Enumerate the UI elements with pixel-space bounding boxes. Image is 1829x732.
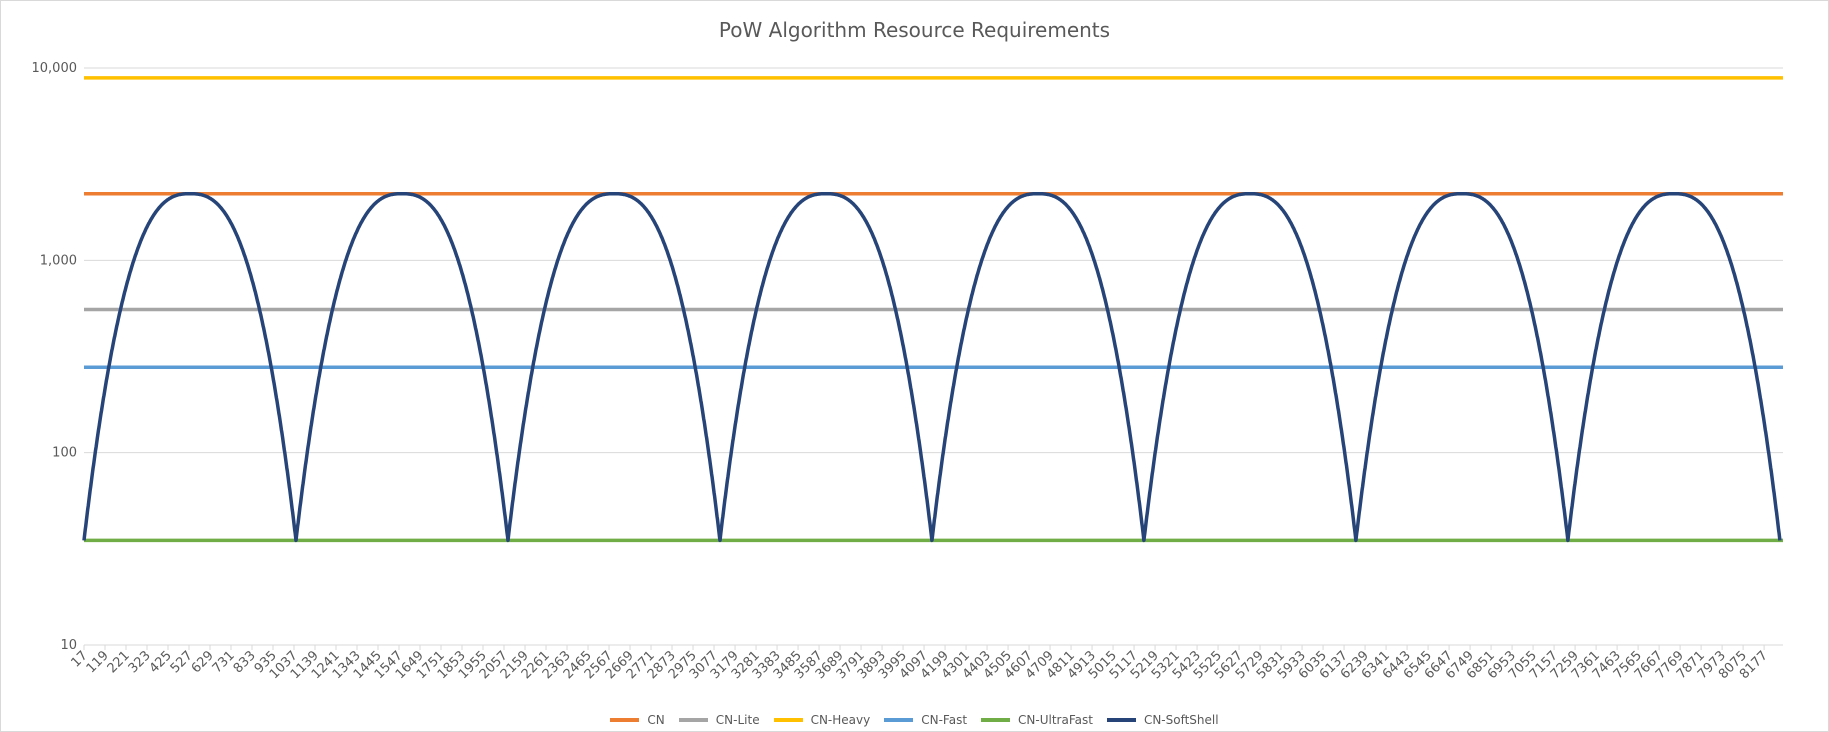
legend-swatch — [981, 718, 1011, 722]
y-tick-label: 10 — [60, 638, 77, 653]
y-tick-label: 100 — [52, 446, 77, 461]
legend-label: CN — [647, 713, 665, 727]
legend-swatch — [610, 718, 640, 722]
y-tick-label: 10,000 — [32, 61, 78, 76]
legend-item-cn-softshell: CN-SoftShell — [1106, 713, 1219, 727]
legend-swatch — [773, 718, 803, 722]
legend-item-cn: CN — [610, 713, 665, 727]
legend-swatch — [884, 718, 914, 722]
legend-label: CN-Heavy — [810, 713, 871, 727]
legend-item-cn-heavy: CN-Heavy — [773, 713, 871, 727]
series-line-cn-softshell — [82, 191, 1782, 543]
legend-label: CN-Fast — [921, 713, 968, 727]
legend-item-cn-lite: CN-Lite — [678, 713, 760, 727]
legend-swatch — [678, 718, 708, 722]
y-tick-label: 1,000 — [40, 253, 77, 268]
legend-label: CN-SoftShell — [1143, 713, 1219, 727]
legend-label: CN-UltraFast — [1018, 713, 1093, 727]
legend-swatch — [1106, 718, 1136, 722]
legend-item-cn-fast: CN-Fast — [884, 713, 967, 727]
legend-label: CN-Lite — [715, 713, 760, 727]
legend-item-cn-ultrafast: CN-UltraFast — [981, 713, 1093, 727]
chart-legend: CN CN-Lite CN-Heavy CN-Fast CN-UltraFast CN-S… — [0, 713, 1829, 727]
chart-title: PoW Algorithm Resource Requirements — [718, 18, 1111, 42]
